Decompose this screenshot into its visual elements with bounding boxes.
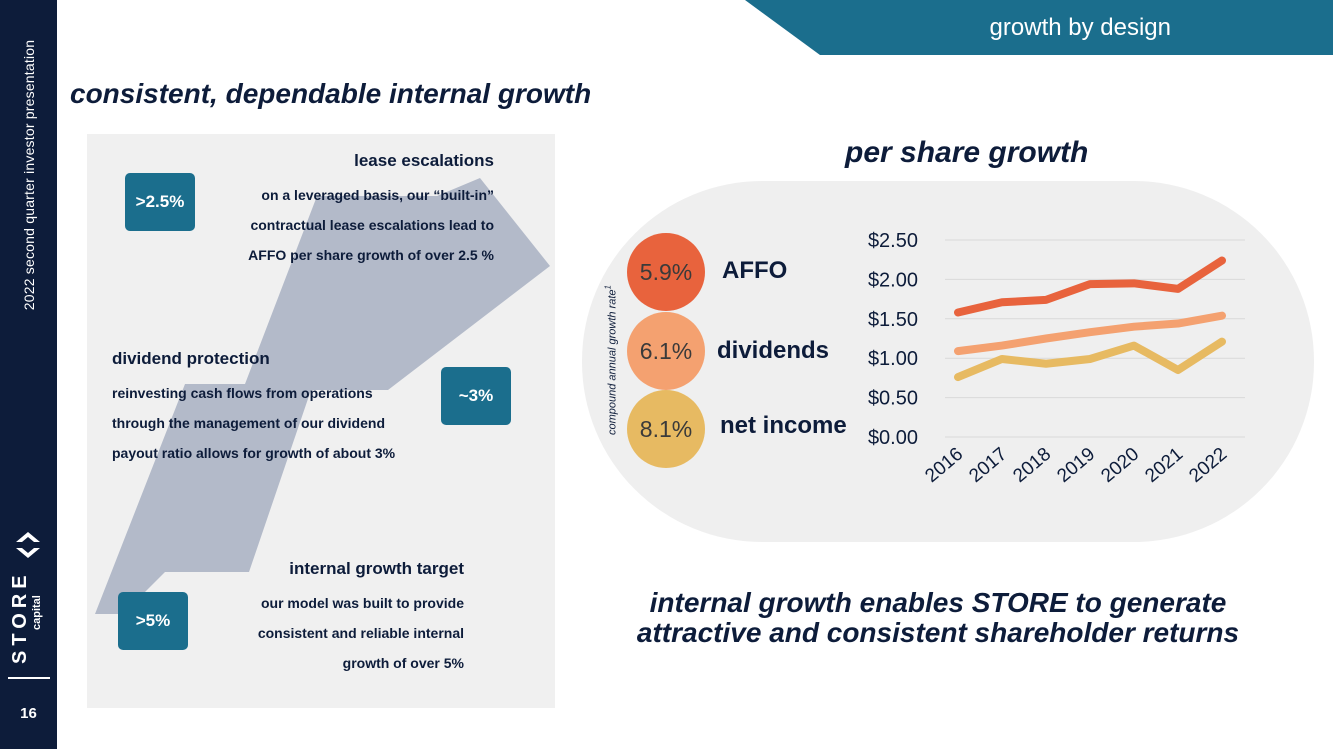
logo-text: STORE — [9, 570, 31, 664]
internal-line: consistent and reliable internal — [257, 625, 464, 641]
dividend-line: reinvesting cash flows from operations — [112, 385, 373, 401]
x-tick-label: 2020 — [1097, 444, 1143, 487]
y-tick-label: $2.50 — [868, 230, 918, 252]
page-number: 16 — [20, 705, 37, 722]
dividend-badge: ~3% — [441, 367, 511, 425]
header-banner — [745, 0, 1333, 55]
per-share-title: per share growth — [845, 136, 1089, 169]
x-tick-label: 2016 — [921, 444, 967, 487]
lease-heading: lease escalations — [354, 151, 494, 170]
dividends-cagr-circle: 6.1% — [627, 312, 705, 390]
x-tick-label: 2022 — [1185, 444, 1231, 487]
internal-heading: internal growth target — [289, 559, 464, 578]
internal-line: growth of over 5% — [342, 655, 464, 671]
net-income-cagr-circle: 8.1% — [627, 390, 705, 468]
dividends-label: dividends — [717, 337, 830, 364]
sidebar: 2022 second quarter investor presentatio… — [0, 0, 57, 749]
internal-line: our model was built to provide — [260, 595, 464, 611]
internal-growth-panel: >2.5% lease escalations on a leveraged b… — [87, 134, 555, 708]
growth-arrow-icon — [95, 178, 550, 614]
x-tick-label: 2018 — [1009, 444, 1055, 487]
x-tick-label: 2021 — [1141, 444, 1187, 487]
y-tick-label: $1.50 — [868, 309, 918, 331]
y-tick-label: $2.00 — [868, 269, 918, 291]
y-tick-label: $0.00 — [868, 427, 918, 449]
net-income-label: net income — [720, 412, 847, 439]
store-logo: STORE capital — [9, 532, 43, 664]
cagr-label-text: compound annual growth rate — [606, 289, 619, 435]
bottom-statement-line1: internal growth enables STORE to generat… — [649, 587, 1227, 618]
lease-line: contractual lease escalations lead to — [250, 217, 494, 233]
dividend-protection-text: dividend protection reinvesting cash flo… — [112, 349, 442, 468]
cagr-footnote: 1 — [603, 285, 613, 290]
affo-cagr-circle: 5.9% — [627, 233, 705, 311]
per-share-line-chart: $0.00$0.50$1.00$1.50$2.00$2.502016201720… — [868, 230, 1245, 487]
internal-growth-target-text: internal growth target our model was bui… — [164, 559, 464, 678]
x-tick-label: 2019 — [1053, 444, 1099, 487]
dividend-line: through the management of our dividend — [112, 415, 385, 431]
sidebar-divider — [8, 677, 50, 679]
dividend-heading: dividend protection — [112, 349, 270, 368]
banner-title: growth by design — [989, 14, 1171, 41]
x-tick-label: 2017 — [965, 444, 1011, 487]
affo-label: AFFO — [722, 257, 788, 284]
series-line-net-income — [954, 337, 1226, 382]
cagr-label: compound annual growth rate1 — [604, 285, 619, 435]
lease-badge: >2.5% — [125, 173, 195, 231]
series-line-affo — [954, 256, 1226, 317]
lease-line: on a leveraged basis, our “built-in” — [261, 187, 494, 203]
y-tick-label: $0.50 — [868, 388, 918, 410]
bottom-statement: internal growth enables STORE to generat… — [610, 588, 1266, 648]
internal-target-badge: >5% — [118, 592, 188, 650]
lease-line: AFFO per share growth of over 2.5 % — [248, 247, 494, 263]
dividend-line: payout ratio allows for growth of about … — [112, 445, 396, 461]
lease-escalations-text: lease escalations on a leveraged basis, … — [174, 151, 494, 270]
deck-title: 2022 second quarter investor presentatio… — [0, 0, 57, 340]
page-title: consistent, dependable internal growth — [70, 78, 592, 109]
deck-title-text: 2022 second quarter investor presentatio… — [20, 39, 37, 311]
logo-mark-icon — [16, 532, 40, 558]
logo-sub: capital — [31, 595, 43, 630]
y-tick-label: $1.00 — [868, 348, 918, 370]
bottom-statement-line2: attractive and consistent shareholder re… — [636, 617, 1240, 648]
series-line-dividends — [954, 311, 1226, 356]
